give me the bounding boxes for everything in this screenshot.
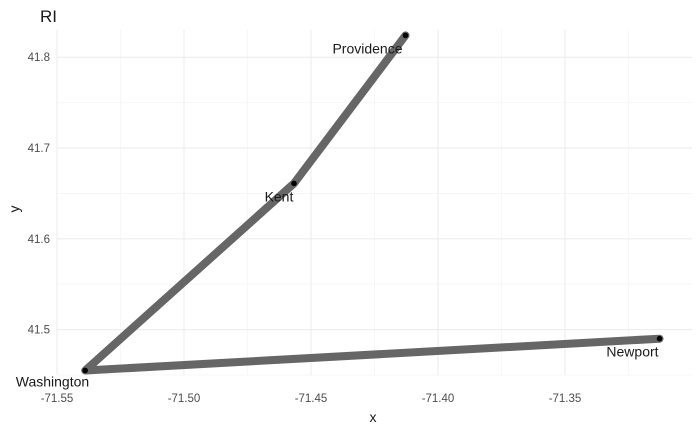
point-labels: Providence Kent Washington Newport — [16, 40, 659, 389]
x-tick-label: -71.40 — [422, 393, 455, 405]
point-label: Washington — [16, 373, 89, 389]
x-tick-label: -71.55 — [41, 393, 74, 405]
x-axis-title: x — [370, 409, 377, 425]
data-point — [402, 32, 409, 39]
point-label: Newport — [606, 344, 658, 360]
y-tick-label: 41.7 — [28, 143, 50, 155]
grid — [56, 30, 692, 376]
data-point — [656, 335, 663, 342]
x-tick-label: -71.45 — [295, 393, 328, 405]
series-line — [81, 31, 664, 375]
y-tick-label: 41.5 — [28, 325, 50, 337]
series — [81, 31, 664, 375]
x-tick-label: -71.50 — [168, 393, 201, 405]
y-tick-label: 41.6 — [28, 234, 50, 246]
x-axis-ticks: -71.55 -71.50 -71.45 -71.40 -71.35 — [41, 393, 582, 405]
point-label: Kent — [265, 188, 294, 204]
chart-title: RI — [40, 7, 57, 26]
y-axis-ticks: 41.5 41.6 41.7 41.8 — [28, 52, 50, 336]
point-label: Providence — [332, 40, 402, 56]
x-tick-label: -71.35 — [549, 393, 582, 405]
y-axis-title: y — [6, 206, 22, 213]
data-point — [82, 367, 88, 374]
y-tick-label: 41.8 — [28, 52, 50, 64]
data-point — [291, 180, 297, 187]
